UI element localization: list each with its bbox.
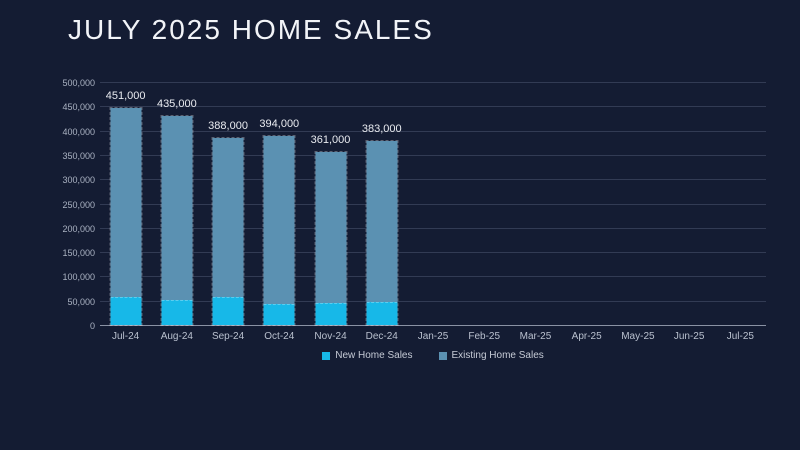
y-tick-label: 350,000: [62, 150, 95, 161]
legend-swatch-icon: [322, 351, 331, 360]
chart-title: JULY 2025 HOME SALES: [68, 14, 434, 45]
gridline: [100, 276, 766, 278]
bar-slot: 451,000: [100, 83, 151, 326]
bar-slot: 435,000: [151, 83, 202, 326]
segment-new-home-sales: [110, 297, 142, 325]
y-tick-label: 300,000: [62, 175, 95, 186]
data-label: 383,000: [361, 122, 402, 135]
legend-item: New Home Sales: [322, 350, 413, 361]
segment-existing-home-sales: [315, 151, 347, 306]
y-tick-label: 150,000: [62, 248, 95, 259]
data-label: 435,000: [156, 97, 197, 110]
gridline: [100, 252, 766, 254]
x-tick-label: Jul-24: [111, 331, 140, 342]
x-tick-label: May-25: [621, 331, 655, 342]
x-tick-label: Aug-24: [160, 331, 193, 342]
segment-existing-home-sales: [212, 138, 244, 299]
y-tick-label: 250,000: [62, 199, 95, 210]
y-tick-label: 50,000: [67, 296, 95, 307]
chart-legend: New Home Sales Existing Home Sales: [100, 350, 766, 361]
bar-slot: 383,000: [356, 83, 407, 326]
y-tick-label: 0: [89, 321, 95, 331]
segment-existing-home-sales: [263, 135, 295, 306]
segment-new-home-sales: [366, 301, 398, 325]
segment-new-home-sales: [315, 303, 347, 325]
bar-Aug-24: [160, 114, 194, 326]
gridline: [100, 179, 766, 181]
y-tick-label: 450,000: [62, 102, 95, 113]
bar-slot: 361,000: [305, 83, 356, 326]
legend-swatch-icon: [438, 351, 447, 360]
legend-label: New Home Sales: [335, 350, 413, 361]
gridline: [100, 82, 766, 83]
data-label: 361,000: [310, 133, 351, 146]
legend-label: Existing Home Sales: [451, 350, 544, 361]
bar-Sep-24: [211, 137, 245, 326]
y-axis: 0 50,000 100,000 150,000 200,000 250,000 300,0…: [0, 78, 95, 331]
gridline: [100, 106, 766, 108]
plot-area: 451,000 435,000 388,000 394,000 361,000 383,0…: [100, 82, 766, 326]
x-tick-label: Oct-24: [264, 331, 295, 342]
y-tick-label: 200,000: [62, 223, 95, 234]
segment-existing-home-sales: [366, 140, 398, 304]
gridline: [100, 300, 766, 302]
x-tick-label: Nov-24: [314, 331, 347, 342]
legend-item: Existing Home Sales: [438, 350, 544, 361]
segment-new-home-sales: [161, 299, 193, 325]
bar-slot: 388,000: [202, 83, 253, 326]
bar-Nov-24: [314, 150, 348, 326]
segment-existing-home-sales: [161, 115, 193, 302]
gridline: [100, 227, 766, 229]
bar-Dec-24: [365, 139, 399, 326]
data-label: 394,000: [259, 117, 300, 130]
x-axis-line: [100, 325, 766, 326]
x-tick-label: Apr-25: [571, 331, 602, 342]
x-tick-label: Jul-25: [726, 331, 754, 342]
x-tick-label: Mar-25: [519, 331, 552, 342]
gridline: [100, 154, 766, 156]
x-axis: Jul-24 Aug-24 Sep-24 Oct-24 Nov-24 Dec-24 Jan-…: [100, 331, 766, 347]
gridline: [100, 130, 766, 132]
bar-slot: 394,000: [254, 83, 305, 326]
x-tick-label: Jan-25: [417, 331, 449, 342]
data-label: 451,000: [105, 89, 146, 102]
segment-new-home-sales: [212, 296, 244, 325]
y-tick-label: 100,000: [62, 272, 95, 283]
y-tick-label: 500,000: [62, 78, 95, 88]
data-label: 388,000: [208, 120, 248, 133]
bar-Oct-24: [262, 134, 296, 326]
segment-existing-home-sales: [110, 107, 142, 300]
y-tick-label: 400,000: [62, 126, 95, 137]
x-tick-label: Feb-25: [468, 331, 501, 342]
gridline: [100, 203, 766, 205]
segment-new-home-sales: [263, 303, 295, 325]
bar-Jul-24: [109, 106, 143, 326]
x-tick-label: Sep-24: [211, 331, 245, 342]
x-tick-label: Jun-25: [673, 331, 705, 342]
x-tick-label: Dec-24: [365, 331, 398, 342]
